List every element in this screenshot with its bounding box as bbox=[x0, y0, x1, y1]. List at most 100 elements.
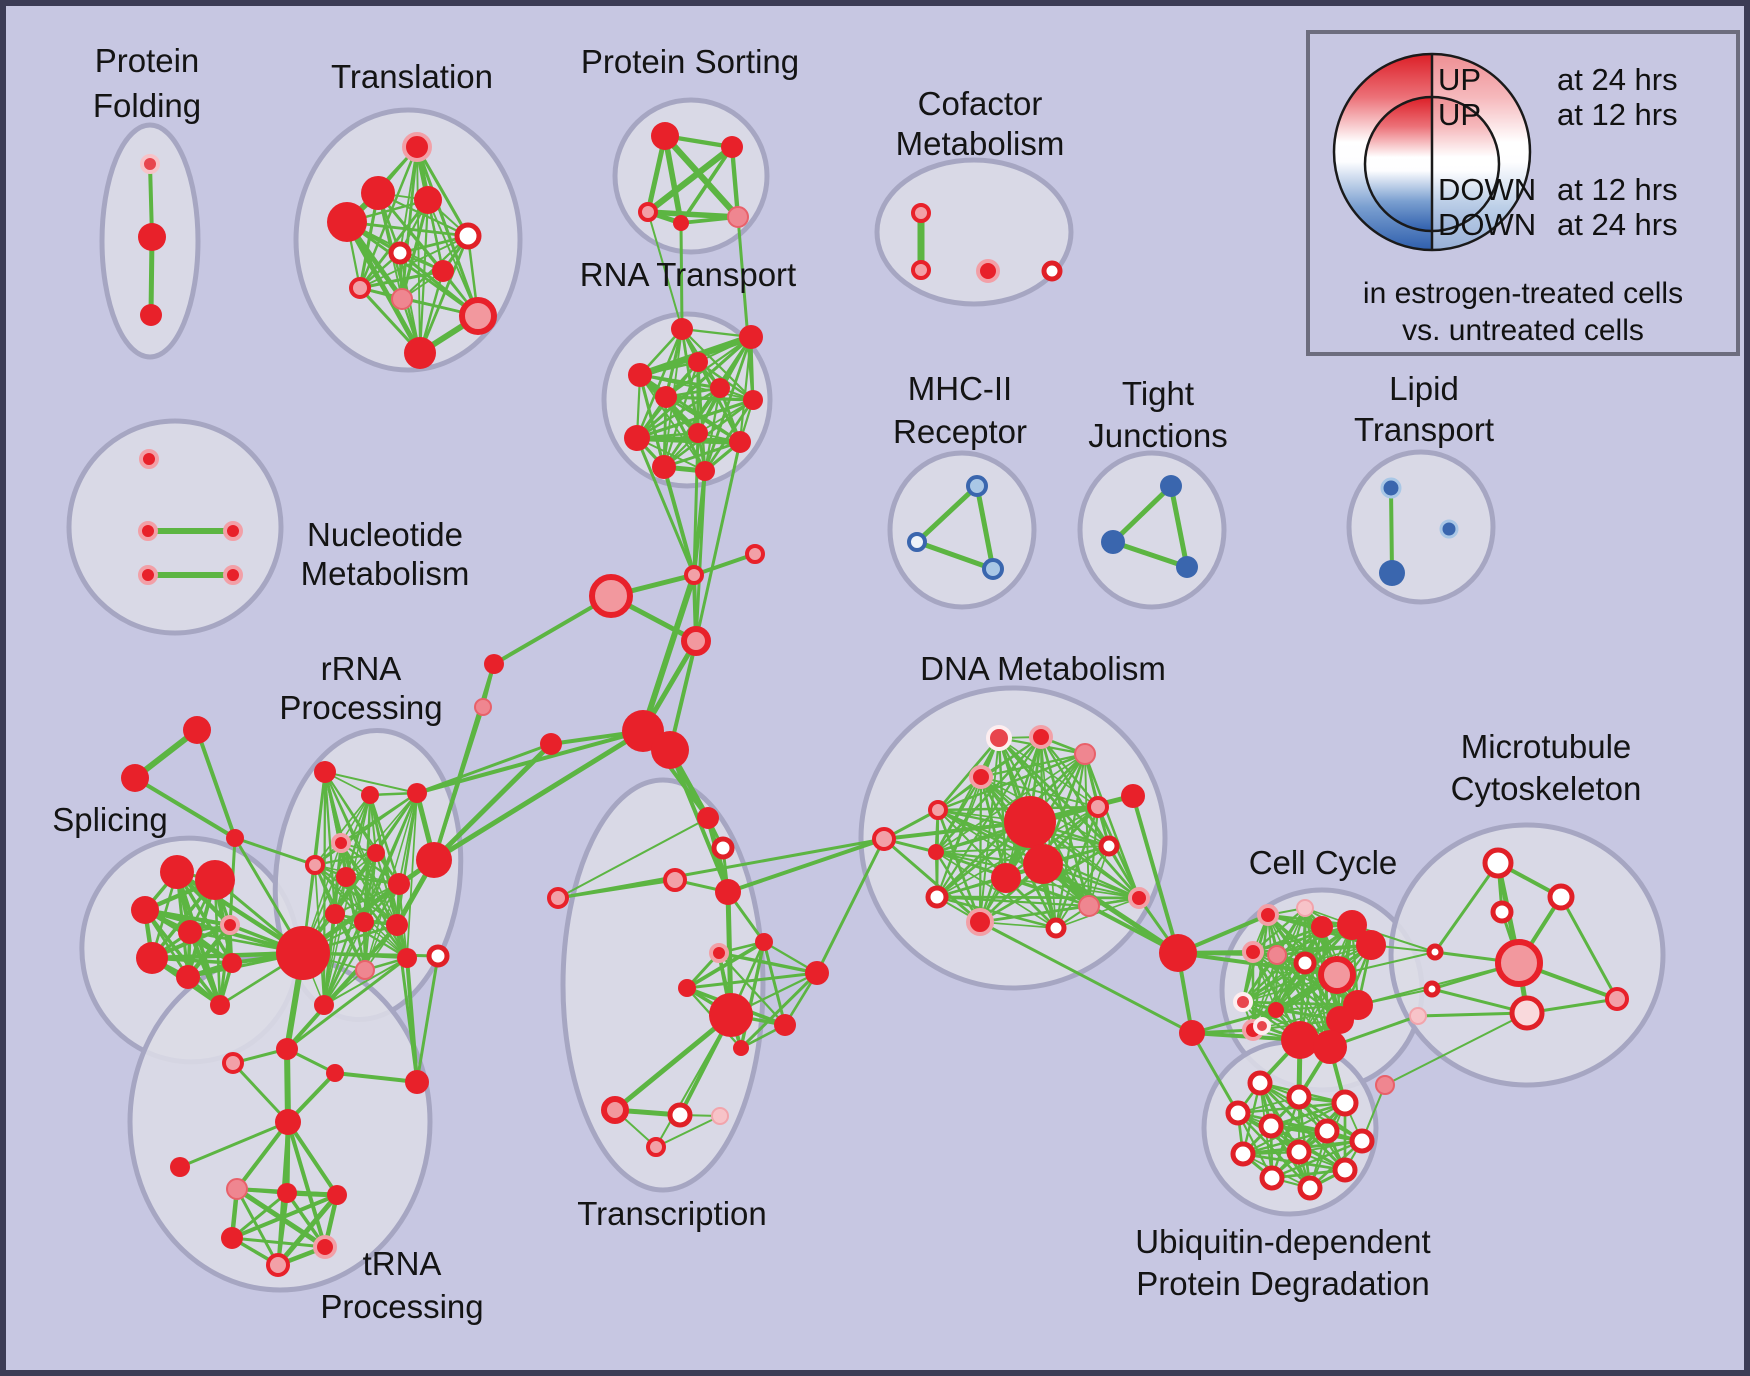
node-dm6[interactable] bbox=[1121, 784, 1145, 808]
node-mt3[interactable] bbox=[1490, 900, 1514, 924]
node-ex2[interactable] bbox=[474, 698, 492, 716]
node-cc9[interactable] bbox=[1318, 956, 1356, 994]
node-fn[interactable] bbox=[275, 1109, 301, 1135]
node-cc8[interactable] bbox=[1293, 951, 1317, 975]
node-dm3[interactable] bbox=[1074, 743, 1096, 765]
node-br2[interactable] bbox=[276, 1038, 298, 1060]
node-tl9[interactable] bbox=[391, 288, 413, 310]
node-pf1[interactable] bbox=[140, 154, 160, 174]
node-rr2[interactable] bbox=[361, 786, 379, 804]
node-dm11[interactable] bbox=[1098, 835, 1120, 857]
node-sp2[interactable] bbox=[195, 860, 235, 900]
node-cc17[interactable] bbox=[1253, 1017, 1271, 1035]
node-ts13[interactable] bbox=[667, 1102, 693, 1128]
node-cf1[interactable] bbox=[911, 203, 931, 223]
node-cc10[interactable] bbox=[1233, 992, 1253, 1012]
node-cn7[interactable] bbox=[540, 733, 562, 755]
node-tri1[interactable] bbox=[183, 716, 211, 744]
node-mh2[interactable] bbox=[907, 532, 927, 552]
node-tj2[interactable] bbox=[1101, 530, 1125, 554]
node-tl4[interactable] bbox=[414, 186, 442, 214]
node-dm16[interactable] bbox=[1128, 887, 1150, 909]
node-rt10[interactable] bbox=[729, 431, 751, 453]
node-tl3[interactable] bbox=[327, 202, 367, 242]
node-tl8[interactable] bbox=[349, 277, 371, 299]
node-cc3[interactable] bbox=[1311, 916, 1333, 938]
node-cc16[interactable] bbox=[1313, 1030, 1347, 1064]
node-lt1[interactable] bbox=[1380, 477, 1402, 499]
node-tl1[interactable] bbox=[402, 132, 432, 162]
node-cc5[interactable] bbox=[1356, 930, 1386, 960]
node-rt12[interactable] bbox=[695, 461, 715, 481]
node-cc6[interactable] bbox=[1242, 941, 1264, 963]
node-ts6[interactable] bbox=[755, 933, 773, 951]
node-rt7[interactable] bbox=[743, 390, 763, 410]
node-rr13[interactable] bbox=[276, 926, 330, 980]
node-ub6[interactable] bbox=[1314, 1118, 1340, 1144]
node-ts15[interactable] bbox=[646, 1137, 666, 1157]
node-dm10[interactable] bbox=[991, 863, 1021, 893]
node-dm7[interactable] bbox=[1087, 796, 1109, 818]
node-mtc1[interactable] bbox=[1426, 943, 1444, 961]
node-rt6[interactable] bbox=[710, 378, 730, 398]
node-dm12[interactable] bbox=[925, 885, 949, 909]
node-pf3[interactable] bbox=[140, 304, 162, 326]
node-cn6[interactable] bbox=[651, 731, 689, 769]
node-nm1[interactable] bbox=[139, 449, 159, 469]
node-cc2[interactable] bbox=[1296, 899, 1314, 917]
node-rr18[interactable] bbox=[405, 1070, 429, 1094]
node-ub2[interactable] bbox=[1286, 1084, 1312, 1110]
node-br1[interactable] bbox=[222, 1052, 244, 1074]
node-cc11[interactable] bbox=[1268, 1002, 1284, 1018]
node-sp9[interactable] bbox=[210, 995, 230, 1015]
node-tri3[interactable] bbox=[226, 829, 244, 847]
node-ps3[interactable] bbox=[638, 202, 658, 222]
node-mt1[interactable] bbox=[1482, 847, 1514, 879]
node-nm2[interactable] bbox=[138, 521, 158, 541]
node-ub5[interactable] bbox=[1258, 1113, 1284, 1139]
node-tl2[interactable] bbox=[361, 176, 395, 210]
node-rr4[interactable] bbox=[331, 833, 351, 853]
node-cc7[interactable] bbox=[1267, 945, 1287, 965]
node-mh3[interactable] bbox=[982, 558, 1004, 580]
node-cc13[interactable] bbox=[1326, 1006, 1354, 1034]
node-dm1[interactable] bbox=[986, 725, 1012, 751]
node-rr7[interactable] bbox=[336, 867, 356, 887]
node-ts14[interactable] bbox=[711, 1107, 729, 1125]
node-ub12[interactable] bbox=[1297, 1175, 1323, 1201]
node-dm2[interactable] bbox=[1029, 725, 1053, 749]
node-rt3[interactable] bbox=[628, 363, 652, 387]
node-cn3[interactable] bbox=[589, 574, 633, 618]
node-dm8[interactable] bbox=[928, 844, 944, 860]
node-rr15[interactable] bbox=[397, 948, 417, 968]
node-rr6[interactable] bbox=[367, 844, 385, 862]
node-cn4[interactable] bbox=[681, 626, 711, 656]
node-t6[interactable] bbox=[266, 1253, 290, 1277]
node-ts7[interactable] bbox=[678, 979, 696, 997]
node-dm5[interactable] bbox=[928, 800, 948, 820]
node-cc1[interactable] bbox=[1257, 904, 1279, 926]
node-lt3[interactable] bbox=[1379, 560, 1405, 586]
node-dm4[interactable] bbox=[969, 765, 993, 789]
node-bc2[interactable] bbox=[1179, 1020, 1205, 1046]
node-ub11[interactable] bbox=[1259, 1165, 1285, 1191]
node-mt6[interactable] bbox=[1509, 995, 1545, 1031]
node-ex1[interactable] bbox=[484, 654, 504, 674]
node-ps2[interactable] bbox=[721, 136, 743, 158]
node-mh1[interactable] bbox=[966, 475, 988, 497]
node-cn2[interactable] bbox=[745, 544, 765, 564]
node-ts10[interactable] bbox=[774, 1014, 796, 1036]
node-ub1[interactable] bbox=[1247, 1070, 1273, 1096]
node-rt5[interactable] bbox=[655, 386, 677, 408]
node-ts2[interactable] bbox=[711, 836, 735, 860]
node-cn9[interactable] bbox=[547, 887, 569, 909]
node-cf2[interactable] bbox=[911, 260, 931, 280]
node-sp5[interactable] bbox=[220, 915, 240, 935]
node-t3[interactable] bbox=[327, 1185, 347, 1205]
node-cf4[interactable] bbox=[1041, 260, 1063, 282]
node-ts5[interactable] bbox=[709, 943, 729, 963]
node-ts12[interactable] bbox=[601, 1096, 629, 1124]
node-cc4[interactable] bbox=[1337, 910, 1367, 940]
node-ub10[interactable] bbox=[1332, 1157, 1358, 1183]
node-ts9[interactable] bbox=[709, 993, 753, 1037]
